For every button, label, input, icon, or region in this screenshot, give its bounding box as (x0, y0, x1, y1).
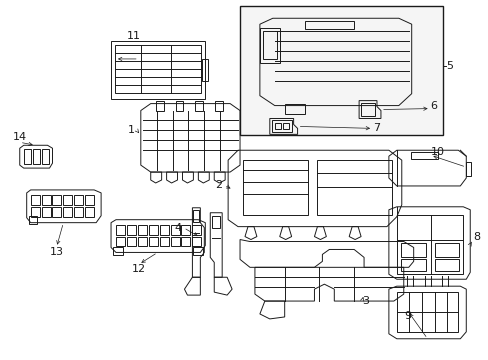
Text: 11: 11 (126, 31, 141, 41)
Bar (138, 237, 146, 247)
Bar (52, 207, 61, 217)
Bar (148, 237, 157, 247)
Bar (111, 41, 205, 99)
Bar (155, 100, 163, 111)
Bar (259, 28, 279, 63)
Bar (317, 160, 391, 215)
Bar (304, 21, 353, 29)
Bar (192, 237, 201, 247)
Bar (466, 162, 470, 176)
Bar (29, 216, 37, 224)
Bar (400, 243, 425, 257)
Text: 10: 10 (429, 147, 444, 157)
Bar (31, 195, 40, 205)
Bar (127, 225, 136, 235)
Text: 12: 12 (131, 264, 145, 274)
Bar (181, 225, 190, 235)
Bar (274, 123, 280, 129)
Text: 13: 13 (49, 247, 63, 257)
Bar (24, 149, 31, 164)
Bar (74, 207, 83, 217)
Bar (400, 260, 425, 271)
Bar (160, 225, 168, 235)
Text: 14: 14 (13, 132, 27, 142)
Text: 1: 1 (127, 125, 135, 135)
Bar (148, 225, 157, 235)
Text: 3: 3 (361, 296, 368, 306)
Bar (31, 207, 40, 217)
Bar (192, 225, 201, 235)
Bar (271, 121, 291, 132)
Bar (215, 100, 223, 111)
Bar (181, 237, 190, 247)
Bar (127, 237, 136, 247)
Text: 2: 2 (215, 180, 222, 190)
Text: 9: 9 (404, 311, 410, 321)
Bar (74, 195, 83, 205)
Bar (85, 207, 94, 217)
Bar (434, 260, 458, 271)
Bar (160, 237, 168, 247)
Bar (195, 100, 203, 111)
Text: 6: 6 (429, 100, 437, 111)
Bar (33, 149, 40, 164)
Bar (360, 103, 374, 117)
Bar (202, 59, 208, 81)
Text: 8: 8 (472, 231, 479, 242)
Bar (212, 216, 220, 228)
Bar (138, 225, 146, 235)
Bar (115, 45, 201, 93)
Bar (85, 195, 94, 205)
Bar (193, 247, 203, 255)
Bar (41, 149, 48, 164)
Text: 5: 5 (446, 61, 452, 71)
Text: 4: 4 (174, 222, 181, 233)
Text: 7: 7 (372, 123, 379, 134)
Bar (410, 152, 438, 159)
Bar (175, 100, 183, 111)
Bar (63, 207, 72, 217)
Bar (243, 160, 307, 215)
Bar (263, 31, 276, 59)
Bar (116, 225, 124, 235)
Bar (52, 195, 61, 205)
Bar (170, 237, 179, 247)
Bar (41, 207, 50, 217)
Bar (434, 243, 458, 257)
Bar (170, 225, 179, 235)
Bar (113, 247, 122, 255)
Bar (41, 195, 50, 205)
Bar (63, 195, 72, 205)
Bar (116, 237, 124, 247)
Bar (240, 6, 443, 135)
Bar (396, 292, 457, 332)
Bar (282, 123, 288, 129)
Bar (193, 210, 199, 222)
